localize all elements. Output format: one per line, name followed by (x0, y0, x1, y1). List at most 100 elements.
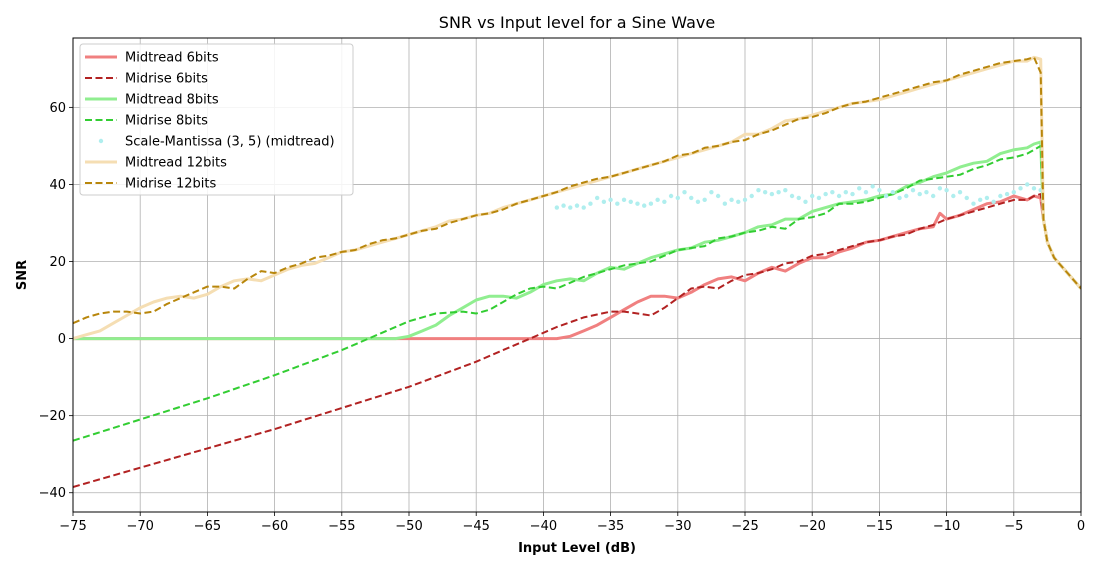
data-point (736, 199, 741, 204)
data-point (749, 193, 754, 199)
x-tick-label: −65 (194, 519, 221, 534)
data-point (675, 195, 680, 201)
data-point (635, 201, 640, 206)
legend-label: Midtread 12bits (125, 156, 227, 171)
data-point (978, 197, 983, 203)
data-point (971, 201, 976, 206)
data-point (648, 201, 654, 206)
data-point (1031, 186, 1037, 191)
data-point (594, 195, 600, 201)
data-point (883, 193, 889, 199)
y-axis: −40 −20 0 20 40 60 (39, 101, 73, 501)
x-tick-label: 0 (1077, 519, 1085, 534)
data-point (964, 195, 969, 201)
data-point (709, 189, 714, 195)
data-point (668, 193, 674, 199)
data-point (756, 188, 761, 193)
series-4 (554, 182, 1043, 210)
data-point (769, 191, 775, 197)
data-point (897, 195, 902, 201)
data-point (628, 199, 633, 204)
data-point (554, 205, 560, 210)
legend-item: Midtread 8bits (85, 93, 219, 108)
series-line (73, 193, 1081, 488)
data-point (951, 193, 956, 199)
data-point (662, 199, 667, 204)
x-tick-label: −25 (731, 519, 758, 534)
x-tick-label: −50 (395, 519, 422, 534)
data-point (857, 186, 862, 191)
data-point (702, 197, 707, 203)
legend-box (79, 43, 354, 196)
legend-label: Midtread 6bits (125, 51, 219, 66)
y-tick-label: 60 (49, 101, 66, 116)
y-tick-label: 20 (49, 255, 66, 270)
legend-label: Midrise 6bits (125, 72, 208, 87)
x-axis-title: Input Level (dB) (518, 541, 636, 556)
series-line (73, 56, 1081, 325)
series-line (73, 144, 1081, 442)
y-tick-label: −40 (39, 486, 66, 501)
data-point (1011, 189, 1016, 195)
data-point (1018, 186, 1023, 191)
series-6 (73, 56, 1081, 325)
plot-area (73, 55, 1081, 488)
data-point (816, 195, 822, 201)
y-axis-title: SNR (15, 260, 30, 290)
data-point (615, 201, 620, 206)
data-point (682, 189, 687, 195)
legend-item: Midrise 8bits (85, 114, 208, 129)
x-tick-label: −35 (597, 519, 624, 534)
data-point (621, 197, 627, 203)
data-point (984, 195, 990, 201)
x-tick-label: −20 (798, 519, 825, 534)
data-point (957, 189, 963, 195)
data-point (1025, 182, 1030, 187)
x-tick-label: −30 (664, 519, 691, 534)
data-point (762, 189, 768, 195)
data-point (998, 193, 1003, 199)
data-point (588, 201, 593, 206)
data-point (574, 203, 580, 208)
legend-item: Midrise 6bits (85, 72, 208, 87)
data-point (843, 189, 848, 195)
y-tick-label: 0 (58, 332, 66, 347)
data-point (742, 197, 748, 203)
data-point (608, 197, 613, 203)
legend-label: Midrise 12bits (125, 177, 216, 192)
series-5 (73, 55, 1081, 341)
series-3 (73, 144, 1081, 442)
data-point (642, 203, 647, 208)
data-point (695, 199, 701, 204)
y-tick-label: −20 (39, 409, 66, 424)
data-point (924, 189, 929, 195)
data-point (863, 189, 869, 195)
data-point (930, 193, 936, 199)
legend-marker (98, 138, 104, 144)
data-point (729, 197, 734, 203)
legend-item: Scale-Mantissa (3, 5) (midtread) (98, 135, 335, 150)
data-point (601, 199, 607, 204)
data-point (796, 195, 801, 201)
x-tick-label: −60 (261, 519, 288, 534)
data-point (655, 197, 660, 203)
data-point (561, 203, 566, 208)
data-point (1004, 191, 1010, 197)
legend: Midtread 6bits Midrise 6bits Midtread 8bit… (79, 43, 354, 196)
x-tick-label: −75 (59, 519, 86, 534)
legend-label: Scale-Mantissa (3, 5) (midtread) (125, 135, 335, 150)
data-point (870, 184, 875, 189)
data-point (830, 189, 835, 195)
legend-label: Midrise 8bits (125, 114, 208, 129)
data-point (581, 205, 586, 210)
data-point (991, 199, 996, 204)
data-point (917, 191, 922, 197)
data-point (689, 195, 694, 201)
data-point (568, 205, 573, 210)
data-point (910, 188, 916, 193)
data-point (836, 193, 842, 199)
legend-label: Midtread 8bits (125, 93, 219, 108)
data-point (850, 191, 855, 197)
data-point (890, 189, 896, 195)
x-tick-label: −40 (530, 519, 557, 534)
